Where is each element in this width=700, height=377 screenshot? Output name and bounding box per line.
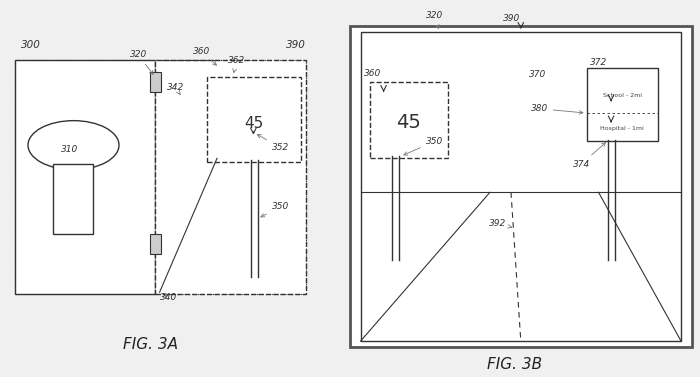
Text: 342: 342 [167,83,184,95]
Bar [15,60,306,294]
Text: Hospital - 1mi: Hospital - 1mi [601,126,644,132]
Text: 300: 300 [21,40,41,50]
Text: 362: 362 [228,56,245,72]
Bar [15,60,155,294]
Bar [155,60,306,294]
Text: 310: 310 [62,145,78,154]
Text: School - 2mi: School - 2mi [603,92,642,98]
Text: 350: 350 [404,137,443,155]
Text: 320: 320 [130,50,153,74]
Text: 352: 352 [258,135,289,152]
Text: 360: 360 [364,69,382,78]
Bar [587,68,658,141]
Bar [370,82,448,158]
Bar [360,32,681,341]
Bar [350,26,692,347]
Text: 360: 360 [193,46,216,65]
Text: 370: 370 [528,70,546,79]
Text: 374: 374 [573,143,605,169]
Text: 390: 390 [503,14,520,23]
Text: 45: 45 [244,116,263,131]
Bar [52,164,93,234]
Text: 320: 320 [426,11,443,29]
Text: 340: 340 [160,293,177,302]
Text: FIG. 3B: FIG. 3B [487,357,542,372]
Bar [150,234,161,254]
Bar [206,77,301,162]
Bar [150,72,161,92]
Text: 350: 350 [261,202,289,217]
Text: 45: 45 [396,113,421,132]
Text: 380: 380 [531,104,583,114]
Text: 392: 392 [489,219,512,228]
Text: 372: 372 [590,58,608,67]
Text: FIG. 3A: FIG. 3A [123,337,178,352]
Text: 390: 390 [286,40,305,50]
